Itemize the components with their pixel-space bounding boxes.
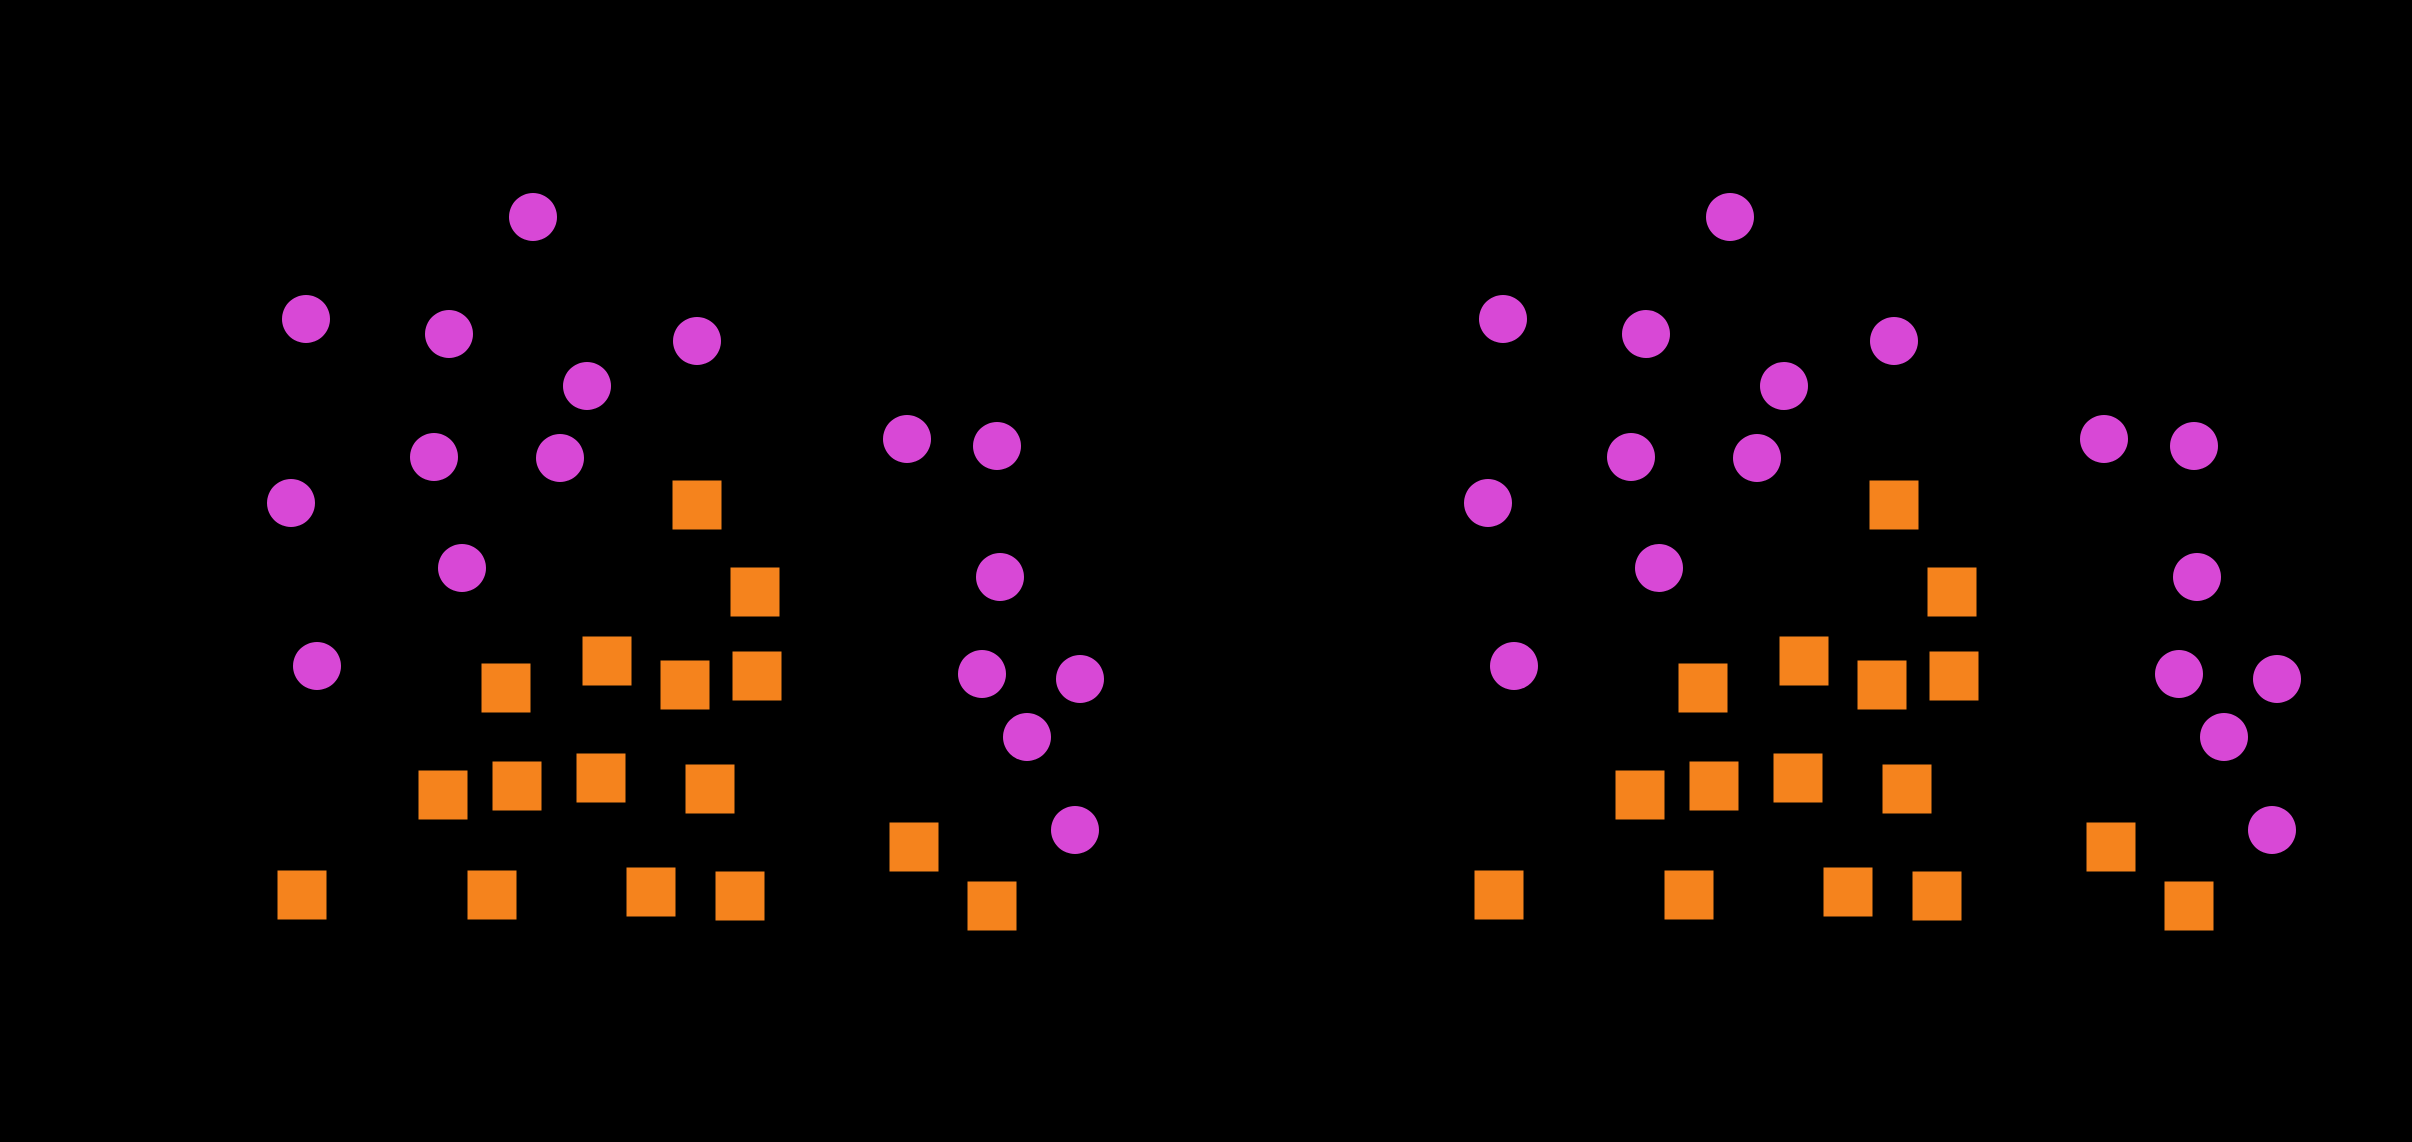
scatter-point-circle [2248, 806, 2296, 854]
scatter-point-circle [1607, 433, 1655, 481]
scatter-point-circle [1733, 434, 1781, 482]
scatter-point-square [1823, 867, 1873, 917]
scatter-point-square [1615, 770, 1665, 820]
scatter-point-circle [973, 422, 1021, 470]
scatter-point-circle [536, 434, 584, 482]
scatter-point-circle [1479, 295, 1527, 343]
scatter-point-square [1869, 480, 1919, 530]
scatter-point-circle [976, 553, 1024, 601]
scatter-point-circle [282, 295, 330, 343]
scatter-point-circle [563, 362, 611, 410]
scatter-point-circle [2173, 553, 2221, 601]
scatter-point-square [2086, 822, 2136, 872]
scatter-point-circle [509, 193, 557, 241]
scatter-point-square [660, 660, 710, 710]
scatter-point-square [1882, 764, 1932, 814]
scatter-point-square [492, 761, 542, 811]
scatter-point-square [732, 651, 782, 701]
scatter-point-square [685, 764, 735, 814]
scatter-point-square [1773, 753, 1823, 803]
scatter-point-square [1927, 567, 1977, 617]
scatter-point-circle [673, 317, 721, 365]
scatter-point-circle [293, 642, 341, 690]
scatter-point-circle [1706, 193, 1754, 241]
scatter-point-square [889, 822, 939, 872]
scatter-point-square [576, 753, 626, 803]
scatter-point-square [967, 881, 1017, 931]
scatter-point-square [481, 663, 531, 713]
scatter-point-square [582, 636, 632, 686]
scatter-point-circle [2253, 655, 2301, 703]
scatter-point-circle [1870, 317, 1918, 365]
scatter-point-square [1929, 651, 1979, 701]
scatter-point-square [672, 480, 722, 530]
scatter-point-circle [1490, 642, 1538, 690]
scatter-point-circle [2200, 713, 2248, 761]
scatter-point-circle [1056, 655, 1104, 703]
scatter-point-square [730, 567, 780, 617]
scatter-point-square [715, 871, 765, 921]
scatter-point-circle [267, 479, 315, 527]
scatter-point-circle [1622, 310, 1670, 358]
scatter-point-square [2164, 881, 2214, 931]
scatter-point-square [1689, 761, 1739, 811]
scatter-point-square [1857, 660, 1907, 710]
scatter-point-square [1779, 636, 1829, 686]
scatter-point-square [1912, 871, 1962, 921]
scatter-point-square [626, 867, 676, 917]
scatter-point-circle [1464, 479, 1512, 527]
scatter-point-square [467, 870, 517, 920]
scatter-point-circle [883, 415, 931, 463]
scatter-point-circle [2155, 650, 2203, 698]
scatter-point-circle [410, 433, 458, 481]
scatter-point-square [1664, 870, 1714, 920]
scatter-point-circle [1003, 713, 1051, 761]
scatter-point-circle [1051, 806, 1099, 854]
scatter-point-circle [1635, 544, 1683, 592]
scatter-point-square [418, 770, 468, 820]
scatter-point-circle [958, 650, 1006, 698]
scatter-point-square [277, 870, 327, 920]
scatter-point-circle [425, 310, 473, 358]
scatter-point-square [1678, 663, 1728, 713]
scatter-point-circle [2080, 415, 2128, 463]
scatter-point-circle [438, 544, 486, 592]
scatter-point-circle [1760, 362, 1808, 410]
scatter-point-square [1474, 870, 1524, 920]
scatter-point-circle [2170, 422, 2218, 470]
